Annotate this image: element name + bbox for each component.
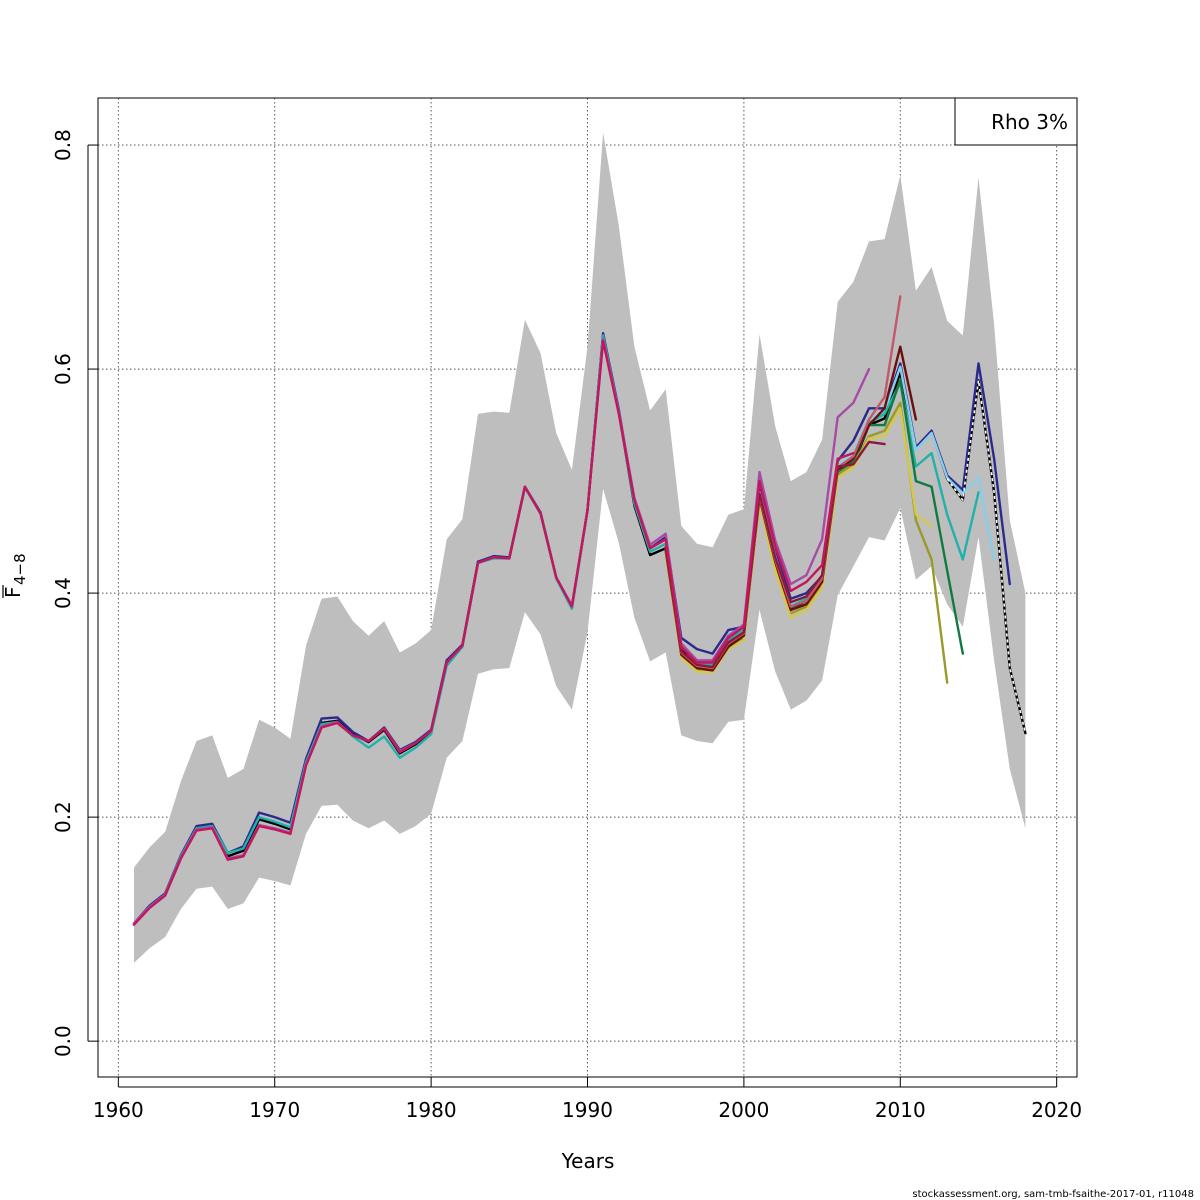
legend-box (954, 97, 1078, 146)
y-tick-label: 0.8 (51, 129, 75, 161)
x-tick-label: 1990 (562, 1098, 613, 1122)
x-tick-label: 1980 (406, 1098, 457, 1122)
x-axis: 1960 1970 1980 1990 2000 2010 2020 (93, 1077, 1082, 1122)
y-axis-title: F 4−8 (1, 553, 29, 598)
series-line (664, 345, 918, 672)
confidence-band-layer (134, 132, 1026, 963)
y-tick-label: 0.4 (51, 577, 75, 609)
legend: Rho 3% (954, 97, 1078, 146)
y-axis: 0.0 0.2 0.4 0.6 0.8 (51, 129, 98, 1057)
series-line (664, 407, 933, 674)
confidence-band (134, 132, 1026, 963)
series-layer (132, 295, 1027, 926)
x-tick-label: 1970 (249, 1098, 300, 1122)
y-tick-label: 0.2 (51, 801, 75, 833)
y-tick-label: 0.0 (51, 1025, 75, 1057)
y-axis-title-main: F (1, 586, 25, 598)
x-tick-label: 1960 (93, 1098, 144, 1122)
series-line (664, 440, 886, 669)
x-axis-title: Years (561, 1149, 615, 1173)
x-tick-label: 2000 (718, 1098, 769, 1122)
legend-text: Rho 3% (991, 110, 1068, 134)
y-tick-label: 0.6 (51, 353, 75, 385)
x-tick-label: 2020 (1031, 1098, 1082, 1122)
x-tick-label: 2010 (875, 1098, 926, 1122)
footer-credit: stockassessment.org, sam-tmb-fsaithe-201… (912, 1189, 1194, 1200)
y-axis-title-subscript: 4−8 (11, 553, 29, 585)
series-line (132, 339, 855, 926)
